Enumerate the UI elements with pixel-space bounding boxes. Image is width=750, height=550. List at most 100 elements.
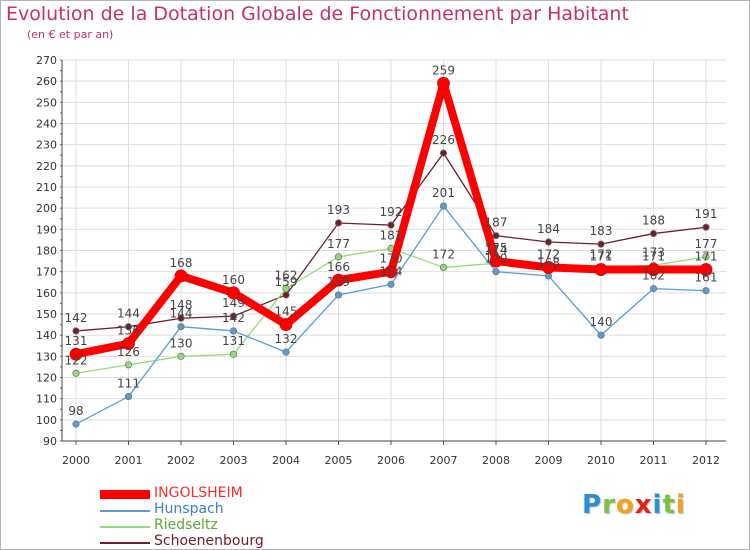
data-point-schoenenbourg	[334, 219, 343, 227]
legend-swatch	[100, 542, 150, 544]
x-tick-label: 2006	[377, 454, 405, 467]
data-label-ingolsheim: 172	[537, 247, 560, 261]
data-point-hunspach	[387, 280, 395, 288]
data-label-hunspach: 168	[537, 256, 560, 270]
y-tick-label: 90	[43, 435, 57, 448]
y-tick-label: 130	[36, 350, 57, 363]
data-point-schoenenbourg	[649, 229, 658, 238]
data-point-riedseltz	[72, 369, 80, 377]
grid-lines	[62, 59, 726, 442]
data-label-ingolsheim: 170	[380, 252, 403, 266]
data-label-schoenenbourg: 193	[327, 203, 350, 217]
y-tick-label: 140	[36, 329, 57, 342]
data-point-riedseltz	[124, 361, 133, 369]
data-label-hunspach: 162	[642, 269, 665, 283]
data-label-hunspach: 201	[432, 186, 455, 200]
data-label-hunspach: 144	[170, 307, 193, 321]
data-label-riedseltz: 131	[222, 334, 245, 348]
data-label-hunspach: 132	[275, 332, 298, 346]
data-label-riedseltz: 172	[537, 247, 560, 261]
data-label-riedseltz: 181	[380, 228, 403, 242]
data-point-schoenenbourg	[492, 232, 500, 240]
logo-letter: i	[675, 490, 686, 520]
legend-item-hunspach: Hunspach	[100, 501, 340, 518]
data-label-ingolsheim: 175	[485, 241, 508, 255]
x-tick-label: 2009	[535, 454, 563, 467]
y-tick-label: 200	[36, 202, 57, 215]
logo-letter: x	[634, 490, 653, 520]
data-label-riedseltz: 173	[642, 245, 665, 259]
logo-letter: i	[652, 490, 663, 520]
data-label-schoenenbourg: 191	[695, 207, 718, 221]
y-tick-label: 230	[36, 139, 57, 152]
y-tick-label: 120	[36, 372, 57, 385]
x-tick-label: 2012	[692, 454, 720, 467]
data-label-hunspach: 98	[68, 404, 83, 418]
data-point-schoenenbourg	[124, 323, 133, 331]
data-point-ingolsheim	[384, 265, 398, 279]
data-label-riedseltz: 174	[485, 243, 508, 257]
x-tick-label: 2007	[430, 454, 458, 467]
data-label-hunspach: 161	[695, 271, 718, 285]
y-tick-label: 170	[36, 266, 57, 279]
data-label-riedseltz: 162	[275, 269, 298, 283]
data-label-hunspach: 142	[222, 311, 245, 325]
x-tick-label: 2011	[640, 454, 668, 467]
data-point-ingolsheim	[174, 269, 188, 283]
data-label-schoenenbourg: 144	[117, 307, 140, 321]
data-point-hunspach	[702, 287, 710, 295]
data-label-ingolsheim: 171	[695, 250, 718, 264]
data-point-schoenenbourg	[597, 240, 605, 248]
data-label-riedseltz: 126	[117, 345, 140, 359]
legend-swatch	[100, 526, 150, 528]
data-point-hunspach	[492, 268, 500, 276]
y-tick-label: 240	[36, 118, 57, 131]
data-label-schoenenbourg: 192	[380, 205, 403, 219]
data-point-riedseltz	[282, 284, 290, 293]
data-label-riedseltz: 122	[65, 353, 88, 367]
data-point-hunspach	[649, 284, 658, 293]
legend-item-schoenenbourg: Schoenenbourg	[100, 533, 340, 550]
y-tick-label: 210	[36, 181, 57, 194]
data-label-ingolsheim: 259	[432, 63, 455, 77]
data-point-ingolsheim	[699, 263, 713, 276]
data-label-ingolsheim: 145	[275, 305, 298, 319]
data-point-schoenenbourg	[387, 221, 395, 229]
x-tick-label: 2008	[482, 454, 510, 467]
data-point-ingolsheim	[594, 263, 608, 276]
chart-title: Evolution de la Dotation Globale de Fonc…	[6, 3, 629, 25]
x-tick-label: 2004	[272, 454, 300, 467]
data-point-hunspach	[177, 323, 185, 331]
y-tick-label: 150	[36, 308, 57, 321]
data-point-riedseltz	[702, 253, 710, 261]
logo-letter: o	[615, 490, 635, 520]
data-point-ingolsheim	[279, 318, 293, 331]
data-point-hunspach	[72, 420, 80, 428]
data-point-schoenenbourg	[282, 291, 290, 299]
data-point-schoenenbourg	[177, 314, 185, 322]
legend-item-ingolsheim: INGOLSHEIM	[100, 485, 340, 502]
data-point-ingolsheim	[437, 76, 450, 90]
x-axis: 2000 2001 2002 2003 2004 2005 2006 2007 2008 2009…	[62, 440, 726, 467]
y-tick-label: 270	[36, 54, 57, 67]
data-point-hunspach	[597, 331, 605, 339]
x-tick-label: 2005	[325, 454, 353, 467]
data-label-ingolsheim: 171	[590, 250, 613, 264]
legend-label: INGOLSHEIM	[154, 485, 243, 501]
data-point-schoenenbourg	[544, 238, 553, 246]
y-axis: 90 100 110 120 130 140 150 160 170 180 190 200 210 22…	[36, 54, 63, 448]
data-label-schoenenbourg: 184	[537, 222, 560, 236]
data-label-schoenenbourg: 148	[170, 298, 193, 312]
y-tick-label: 190	[36, 223, 57, 236]
data-point-ingolsheim	[542, 261, 555, 274]
legend-label: Hunspach	[154, 501, 224, 517]
legend-item-riedseltz: Riedseltz	[100, 517, 340, 534]
data-label-hunspach: 159	[327, 275, 350, 289]
data-label-schoenenbourg: 149	[222, 296, 245, 310]
y-tick-label: 250	[36, 96, 57, 109]
data-point-ingolsheim	[647, 263, 660, 276]
x-tick-label: 2000	[62, 454, 90, 467]
data-point-ingolsheim	[489, 254, 503, 268]
data-point-hunspach	[124, 392, 133, 401]
